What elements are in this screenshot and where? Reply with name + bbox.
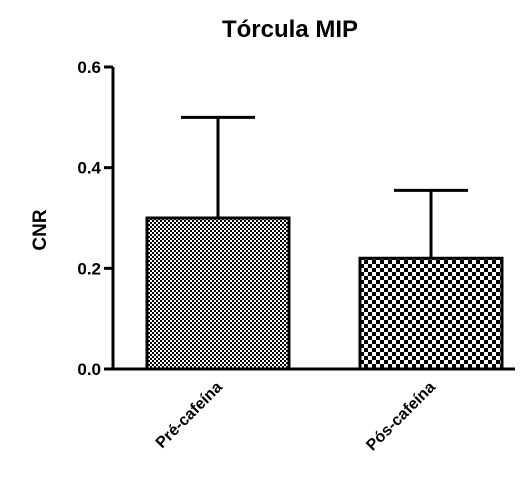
bar [145,216,291,371]
category-label: Pré-cafeína [153,379,226,452]
y-tick-label: 0.4 [77,159,101,178]
y-axis: 0.0 0.2 0.4 0.6 [77,58,115,379]
category-label: Pós-cafeína [363,379,439,455]
category-labels: Pré-cafeína Pós-cafeína [153,379,439,455]
y-tick-label: 0.0 [77,360,101,379]
chart-title: Tórcula MIP [222,16,358,43]
y-tick-label: 0.6 [77,58,101,77]
error-bars [181,115,468,259]
bars [145,216,504,371]
y-axis-label: CNR [30,209,51,250]
bar [358,256,504,371]
y-tick-label: 0.2 [77,259,101,278]
